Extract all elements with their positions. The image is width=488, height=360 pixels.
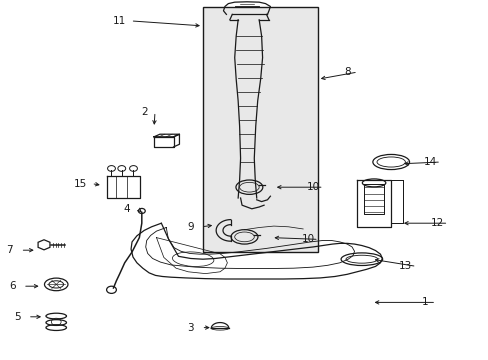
Text: 10: 10 bbox=[301, 234, 314, 244]
Text: 14: 14 bbox=[423, 157, 436, 167]
Text: 11: 11 bbox=[113, 16, 126, 26]
Text: 6: 6 bbox=[9, 281, 16, 291]
Text: 1: 1 bbox=[421, 297, 428, 307]
Text: 9: 9 bbox=[187, 222, 194, 232]
Text: 4: 4 bbox=[123, 204, 130, 214]
Text: 8: 8 bbox=[343, 67, 350, 77]
Text: 12: 12 bbox=[430, 218, 444, 228]
Bar bbox=[203, 7, 317, 252]
Text: 2: 2 bbox=[141, 107, 147, 117]
Text: 15: 15 bbox=[74, 179, 87, 189]
Text: 10: 10 bbox=[306, 182, 319, 192]
Text: 7: 7 bbox=[6, 245, 13, 255]
Text: 3: 3 bbox=[187, 323, 194, 333]
Text: 13: 13 bbox=[398, 261, 412, 271]
Text: 5: 5 bbox=[14, 312, 20, 322]
